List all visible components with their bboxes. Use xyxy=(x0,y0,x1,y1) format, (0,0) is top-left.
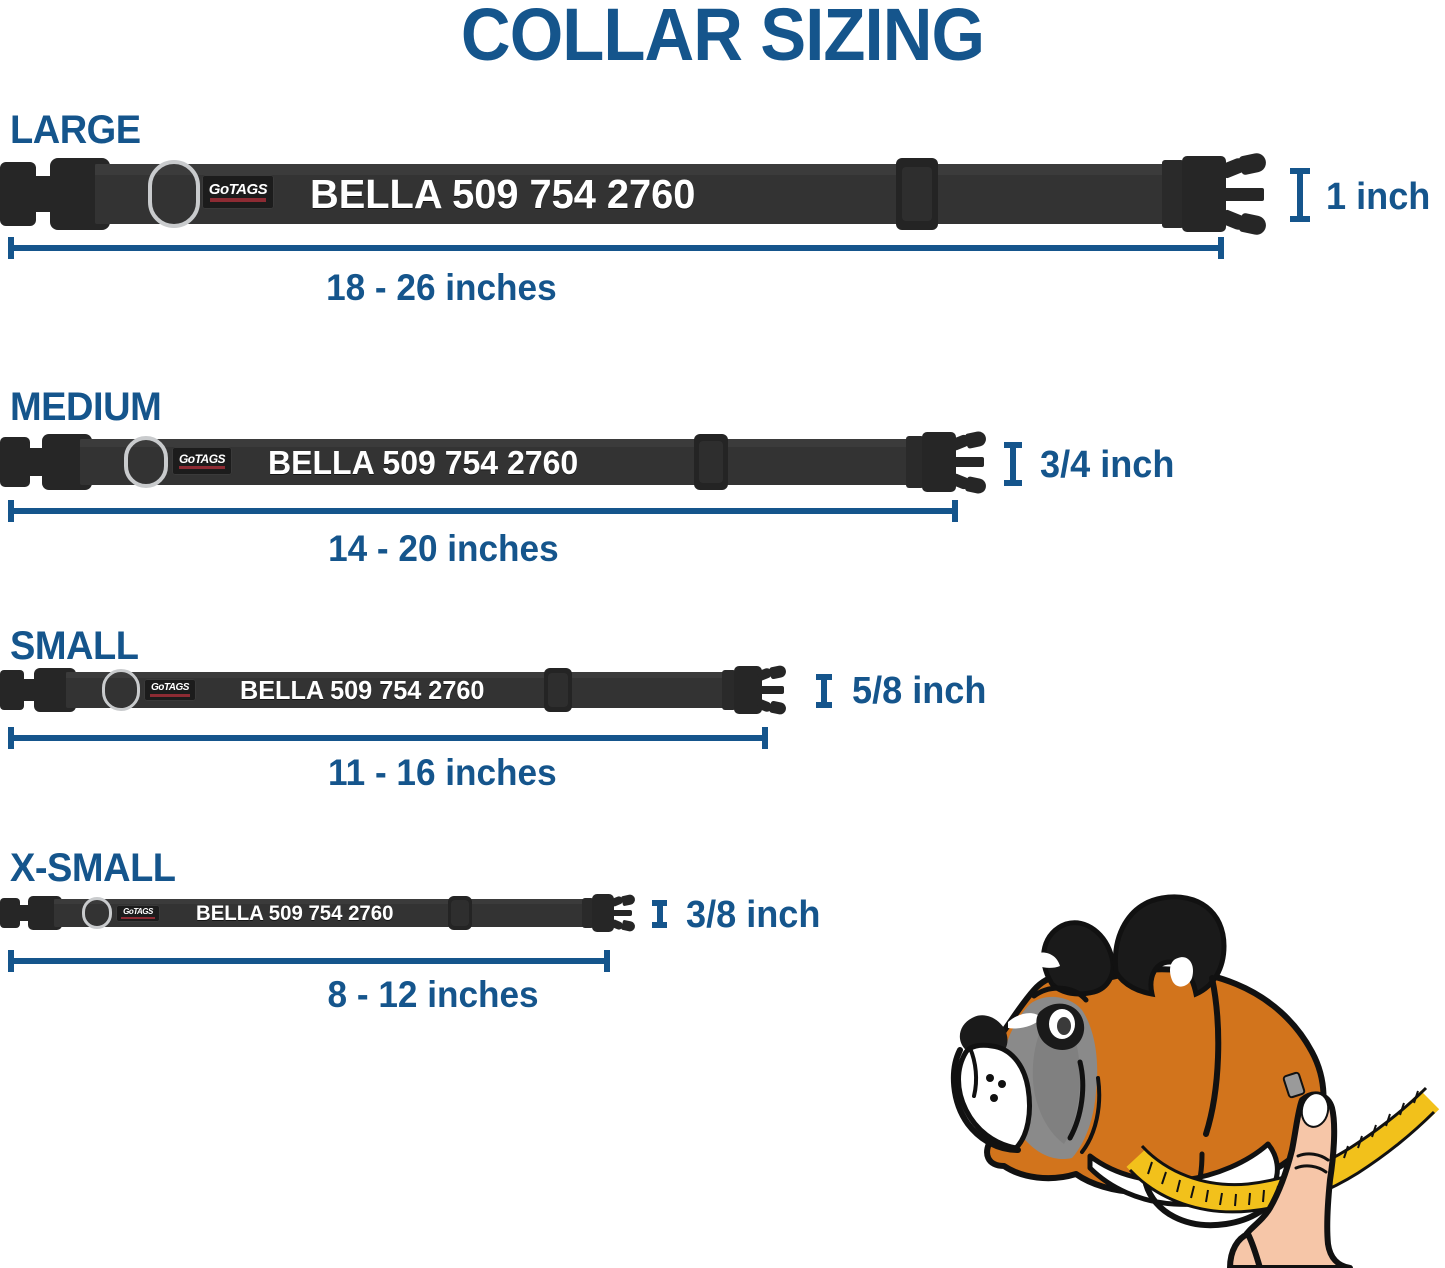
buckle-right-neck xyxy=(722,670,736,710)
slider-keeper xyxy=(694,434,728,490)
knuckle-crease xyxy=(1296,1152,1330,1162)
buckle-right-housing xyxy=(922,432,956,492)
buckle-prong-center xyxy=(952,457,984,467)
buckle-prong-top-tip xyxy=(964,430,988,449)
length-label-small: 11 - 16 inches xyxy=(328,752,557,793)
size-label-large: LARGE xyxy=(10,108,141,152)
length-label-large: 18 - 26 inches xyxy=(326,267,557,308)
buckle-prong-top-tip xyxy=(1238,151,1268,176)
collar-strap xyxy=(95,164,1215,224)
brand-logo-patch: GoTAGS xyxy=(144,679,196,701)
width-indicator-medium xyxy=(1004,442,1022,486)
tape-clip xyxy=(1282,1071,1306,1099)
dog-whisker-dot xyxy=(986,1074,994,1082)
dog-brow-spot xyxy=(1028,952,1060,968)
d-ring-icon xyxy=(124,436,168,488)
width-indicator-xsmall xyxy=(652,900,667,928)
brand-logo-underline xyxy=(209,198,267,202)
d-ring-icon xyxy=(82,897,112,929)
brand-logo-patch: GoTAGS xyxy=(116,905,160,922)
d-ring-icon xyxy=(102,669,140,711)
dog-brow xyxy=(1031,985,1089,1003)
length-dimension-line-small xyxy=(8,727,768,749)
collar-engraving-text: BELLA 509 754 2760 xyxy=(240,675,485,705)
dog-ear-right xyxy=(1112,894,1227,998)
buckle-right-housing xyxy=(592,894,614,932)
width-label-large: 1 inch xyxy=(1326,176,1431,218)
dog-whisker-dot xyxy=(990,1094,998,1102)
buckle-prong-top-tip xyxy=(768,664,788,680)
brand-logo-patch: GoTAGS xyxy=(172,447,232,475)
dog-whisker-dot xyxy=(998,1080,1006,1088)
size-label-medium: MEDIUM xyxy=(10,385,162,429)
brand-logo-underline xyxy=(178,466,226,469)
buckle-left-icon xyxy=(0,668,76,712)
width-indicator-large xyxy=(1290,168,1310,222)
buckle-prong-top-tip xyxy=(621,893,636,907)
buckle-left-icon xyxy=(0,896,62,930)
collar-engraving-text: BELLA 509 754 2760 xyxy=(268,444,579,481)
fingernail xyxy=(1300,1092,1330,1128)
width-indicator-small xyxy=(816,674,832,708)
buckle-prong-center xyxy=(1222,188,1264,201)
dog-measuring-illustration xyxy=(930,862,1445,1268)
slider-keeper xyxy=(896,158,938,230)
brand-logo-text: GoTAGS xyxy=(178,452,226,466)
slider-keeper xyxy=(448,896,472,930)
length-dimension-line-medium xyxy=(8,500,958,522)
brand-logo-underline xyxy=(120,917,156,919)
slider-keeper xyxy=(544,668,572,712)
buckle-prong-center xyxy=(612,910,632,916)
brand-logo-text: GoTAGS xyxy=(123,907,153,916)
dog-cheek-fold xyxy=(1080,1076,1102,1154)
collar-xsmall: GoTAGS BELLA 509 754 2760 xyxy=(0,893,640,933)
size-label-xsmall: X-SMALL xyxy=(10,846,176,890)
dog-lip-line xyxy=(968,1046,979,1098)
length-dimension-line-large xyxy=(8,237,1224,259)
collar-large: GoTAGS BELLA 509 754 2760 xyxy=(0,151,1280,237)
collar-small: GoTAGS BELLA 509 754 2760 xyxy=(0,664,800,716)
dog-cheek-fold xyxy=(1067,1059,1086,1141)
dog-jowl-line xyxy=(950,1047,1021,1153)
knuckle-crease xyxy=(1294,1164,1328,1174)
buckle-prong-bottom-tip xyxy=(1238,212,1268,237)
buckle-right-neck xyxy=(582,898,594,928)
width-label-xsmall: 3/8 inch xyxy=(686,894,821,936)
buckle-left-icon xyxy=(0,434,92,490)
collar-engraving-text: BELLA 509 754 2760 xyxy=(196,902,394,925)
buckle-right-housing xyxy=(1182,156,1226,232)
hand-thumb xyxy=(1227,1231,1263,1268)
length-dimension-line-xsmall xyxy=(8,950,610,972)
brand-logo-underline xyxy=(149,694,191,697)
buckle-prong-bottom-tip xyxy=(964,476,988,495)
size-label-small: SMALL xyxy=(10,624,139,668)
buckle-right-neck xyxy=(906,436,924,488)
length-label-xsmall: 8 - 12 inches xyxy=(327,974,539,1015)
dog-ear-blaze xyxy=(1170,957,1194,987)
buckle-prong-bottom-tip xyxy=(768,700,788,716)
brand-logo-patch: GoTAGS xyxy=(202,175,274,209)
brand-logo-text: GoTAGS xyxy=(208,181,268,198)
buckle-prong-bottom-tip xyxy=(621,919,636,933)
dog-neck-line xyxy=(1203,975,1222,1137)
dog-eye-pupil xyxy=(1057,1017,1071,1035)
brand-logo-text: GoTAGS xyxy=(151,682,189,693)
width-label-medium: 3/4 inch xyxy=(1040,444,1175,486)
d-ring-icon xyxy=(148,160,200,228)
dog-nose-bridge-white xyxy=(1008,1013,1042,1029)
collar-engraving-text: BELLA 509 754 2760 xyxy=(310,171,696,217)
buckle-right-neck xyxy=(1162,160,1184,228)
width-label-small: 5/8 inch xyxy=(852,670,987,712)
buckle-left-icon xyxy=(0,158,110,230)
length-label-medium: 14 - 20 inches xyxy=(328,528,559,569)
collar-medium: GoTAGS BELLA 509 754 2760 xyxy=(0,430,1000,495)
page-title: COLLAR SIZING xyxy=(460,0,985,76)
buckle-prong-center xyxy=(758,686,784,694)
